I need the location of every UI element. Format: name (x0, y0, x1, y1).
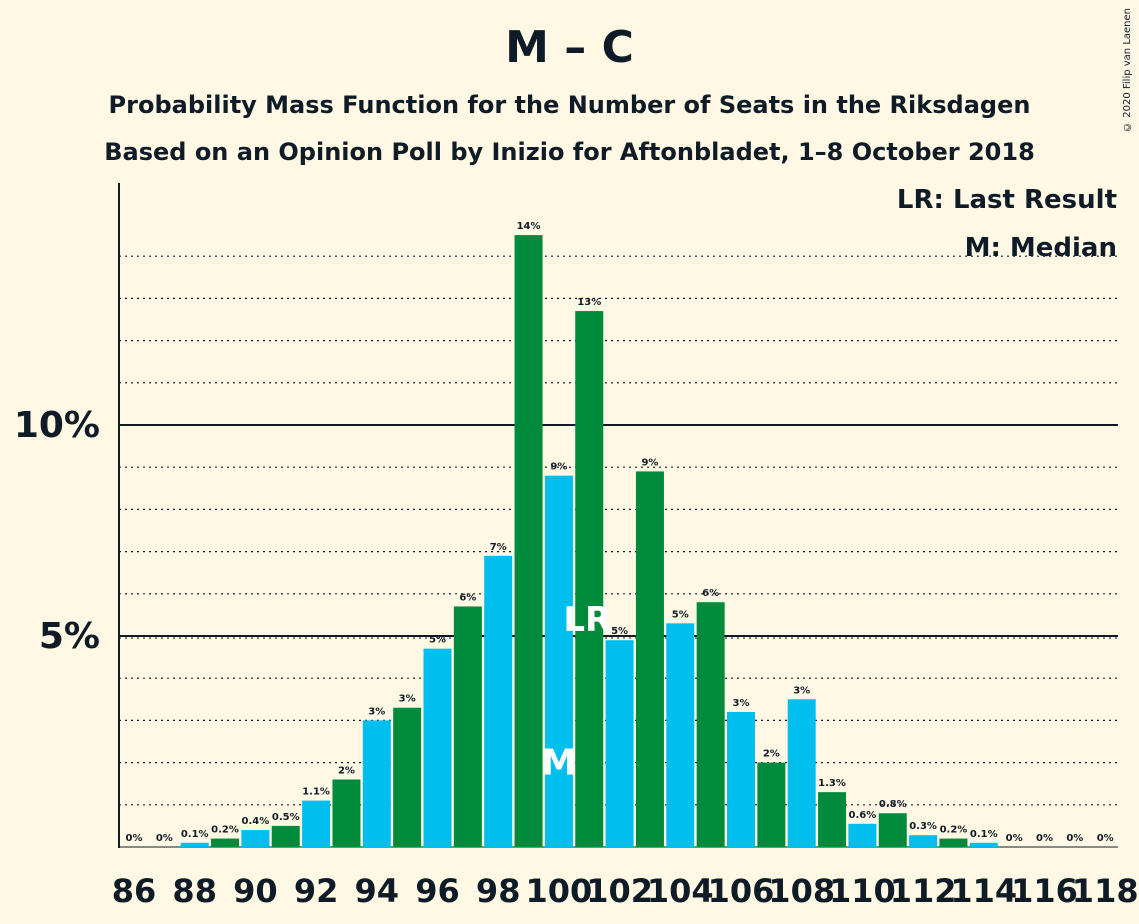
data-label: 1.3% (818, 778, 846, 789)
bar-seat-94 (362, 720, 391, 847)
data-label: 0.1% (181, 829, 209, 840)
bar-seat-99 (514, 235, 543, 848)
x-tick-label: 108 (768, 872, 835, 910)
data-label: 3% (368, 706, 385, 717)
data-label: 3% (399, 694, 416, 705)
data-label: 0.3% (909, 821, 937, 832)
chart-title: M – C (505, 22, 634, 73)
bar-seat-108 (787, 699, 816, 847)
bar-seat-91 (271, 825, 300, 847)
data-label: 0.4% (242, 816, 270, 827)
bar-seat-104 (666, 623, 695, 847)
bar-seat-109 (818, 792, 847, 847)
bar-seat-93 (332, 779, 361, 847)
x-tick-label: 110 (829, 872, 896, 910)
x-tick-label: 90 (233, 872, 278, 910)
x-tick-label: 100 (526, 872, 593, 910)
data-label: 7% (490, 542, 507, 553)
data-label: 9% (641, 457, 658, 468)
data-label: 0% (1006, 833, 1023, 844)
x-tick-label: 116 (1011, 872, 1078, 910)
bar-seat-92 (302, 800, 331, 847)
x-tick-label: 118 (1072, 872, 1139, 910)
data-label: 9% (550, 462, 567, 473)
x-tick-label: 96 (415, 872, 460, 910)
bar-seat-102 (605, 640, 634, 847)
x-tick-label: 94 (355, 872, 400, 910)
data-label: 0.8% (879, 799, 907, 810)
legend-last-result: LR: Last Result (896, 185, 1117, 215)
data-label: 3% (733, 698, 750, 709)
x-tick-label: 88 (172, 872, 217, 910)
median-marker: M (541, 743, 577, 784)
bar-seat-90 (241, 830, 270, 847)
last-result-marker: LR (563, 600, 611, 640)
bar-seat-110 (848, 823, 877, 847)
data-label: 0.6% (849, 810, 877, 821)
data-label: 13% (577, 297, 601, 308)
data-label: 3% (793, 685, 810, 696)
bar-seat-101 (575, 311, 604, 847)
data-label: 2% (338, 765, 355, 776)
data-label: 5% (611, 626, 628, 637)
data-label: 5% (429, 635, 446, 646)
data-label: 0% (1097, 833, 1114, 844)
data-label: 5% (672, 609, 689, 620)
chart-subtitle-source: Based on an Opinion Poll by Inizio for A… (104, 138, 1035, 166)
y-tick-label: 5% (39, 616, 100, 657)
y-tick-label: 10% (14, 405, 100, 446)
bar-seat-106 (727, 711, 755, 847)
bar-seat-88 (180, 842, 209, 847)
data-label: 1.1% (302, 787, 330, 798)
bar-seat-103 (635, 471, 664, 847)
data-label: 0.2% (940, 825, 968, 836)
data-label: 0% (1066, 833, 1083, 844)
x-tick-label: 86 (112, 872, 157, 910)
bar-seat-113 (939, 838, 968, 847)
data-label: 6% (702, 588, 719, 599)
data-label: 0% (126, 833, 143, 844)
bar-seat-97 (453, 606, 482, 847)
bar-seat-96 (423, 648, 452, 847)
data-label: 14% (517, 221, 541, 232)
data-label: 6% (459, 592, 476, 603)
data-label: 0% (156, 833, 173, 844)
x-tick-label: 92 (294, 872, 339, 910)
x-tick-label: 102 (586, 872, 653, 910)
data-label: 0.2% (211, 825, 239, 836)
legend-median: M: Median (964, 233, 1117, 263)
bar-seat-105 (696, 602, 725, 847)
data-label: 2% (763, 749, 780, 760)
bar-seat-95 (393, 707, 422, 847)
bar-seat-100 (544, 475, 573, 847)
x-tick-label: 114 (950, 872, 1017, 910)
data-label: 0.5% (272, 812, 300, 823)
bar-seat-107 (757, 762, 786, 847)
data-label: 0.1% (970, 829, 998, 840)
bar-seat-89 (211, 838, 240, 847)
chart-subtitle: Probability Mass Function for the Number… (108, 91, 1031, 119)
x-tick-label: 98 (476, 872, 521, 910)
x-tick-label: 112 (890, 872, 957, 910)
x-tick-label: 104 (647, 872, 714, 910)
data-label: 0% (1036, 833, 1053, 844)
bar-seat-114 (969, 842, 998, 847)
bar-seat-112 (909, 835, 938, 847)
bar-seat-111 (878, 813, 907, 847)
x-tick-label: 106 (708, 872, 775, 910)
bar-seat-98 (484, 555, 513, 847)
